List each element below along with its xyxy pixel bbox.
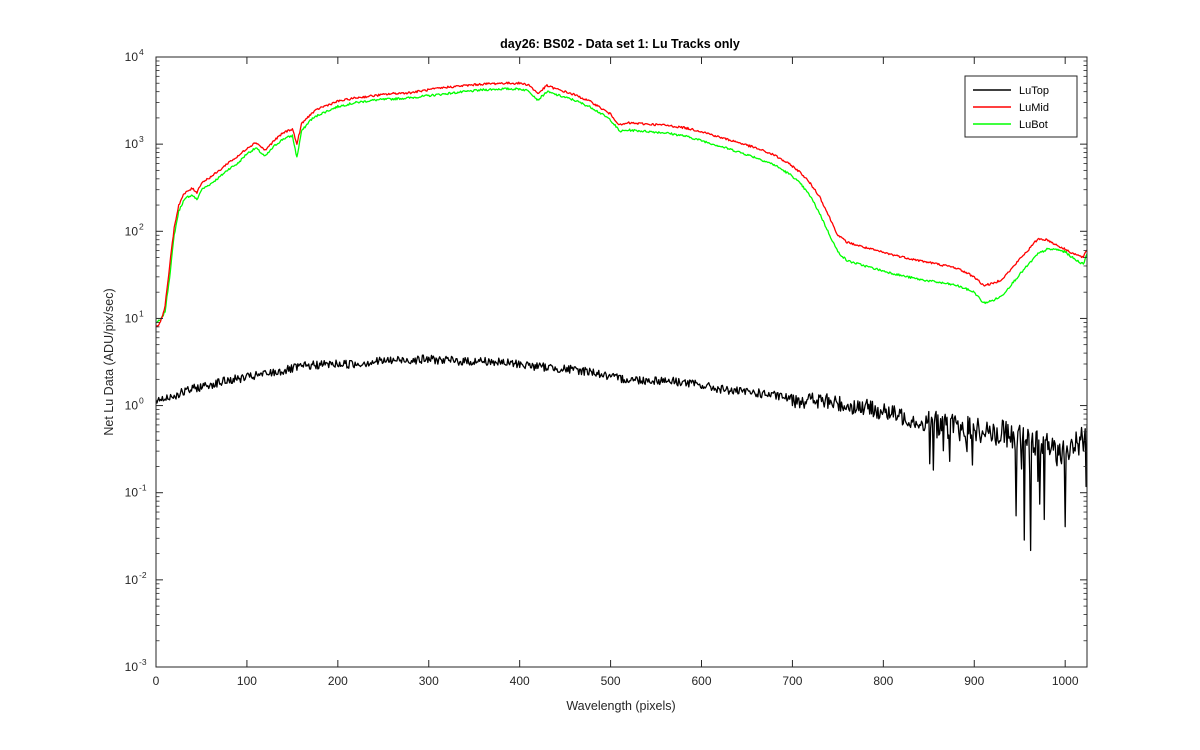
y-tick-label: 10 [125,660,139,674]
x-tick-label: 500 [601,674,621,688]
y-tick-label: 10 [125,399,139,413]
x-tick-label: 900 [964,674,984,688]
chart-title: day26: BS02 - Data set 1: Lu Tracks only [500,37,740,51]
plot-area [156,57,1087,667]
series-line-lumid [156,81,1087,328]
x-tick-label: 700 [782,674,802,688]
y-tick-exponent: 0 [139,396,144,406]
x-tick-label: 300 [419,674,439,688]
y-tick-exponent: -1 [139,483,147,493]
y-tick-label: 10 [125,311,139,325]
x-tick-label: 200 [328,674,348,688]
legend-label-lutop: LuTop [1019,85,1049,97]
y-tick-label: 10 [125,50,139,64]
x-tick-label: 1000 [1052,674,1079,688]
y-tick-exponent: -3 [139,657,147,667]
y-tick-label: 10 [125,137,139,151]
y-axis-label: Net Lu Data (ADU/pix/sec) [102,288,116,435]
y-tick-exponent: 3 [139,134,144,144]
legend-label-lumid: LuMid [1019,102,1049,114]
x-axis: 0 100 200 300 400 500 600 700 800 900 1000 [153,57,1079,688]
legend-box [964,75,1078,138]
x-tick-label: 600 [691,674,711,688]
x-tick-label: 0 [153,674,160,688]
x-tick-label: 400 [510,674,530,688]
series-line-lutop [156,354,1087,552]
y-tick-label: 10 [125,573,139,587]
x-tick-label: 100 [237,674,257,688]
axes-box [155,56,1088,668]
series-line-lubot [156,87,1087,324]
y-tick-exponent: 1 [139,308,144,318]
y-tick-exponent: 4 [139,47,144,57]
legend-label-lubot: LuBot [1019,119,1048,131]
y-tick-label: 10 [125,486,139,500]
legend: LuTop LuMid LuBot [964,75,1078,138]
x-axis-label: Wavelength (pixels) [566,699,675,713]
y-tick-exponent: 2 [139,221,144,231]
y-tick-label: 10 [125,224,139,238]
x-tick-label: 800 [873,674,893,688]
y-tick-exponent: -2 [139,570,147,580]
